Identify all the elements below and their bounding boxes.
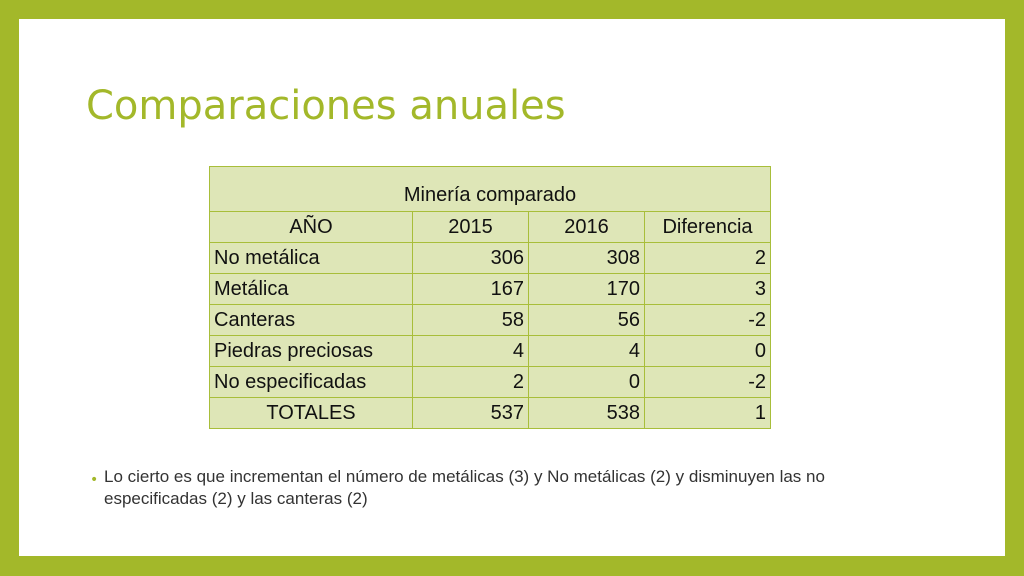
table-row: Canteras 58 56 -2 bbox=[209, 304, 771, 336]
row-label: Canteras bbox=[209, 304, 413, 336]
row-2016: 0 bbox=[528, 366, 645, 398]
header-year: AÑO bbox=[209, 211, 413, 243]
row-difference: -2 bbox=[644, 366, 771, 398]
totals-2016: 538 bbox=[528, 397, 645, 429]
row-2016: 308 bbox=[528, 242, 645, 274]
header-difference: Diferencia bbox=[644, 211, 771, 243]
table-caption-row: Minería comparado bbox=[209, 166, 771, 212]
row-label: No especificadas bbox=[209, 366, 413, 398]
totals-difference: 1 bbox=[644, 397, 771, 429]
totals-label: TOTALES bbox=[209, 397, 413, 429]
page-title: Comparaciones anuales bbox=[86, 83, 566, 129]
row-difference: 3 bbox=[644, 273, 771, 305]
row-label: Metálica bbox=[209, 273, 413, 305]
row-difference: -2 bbox=[644, 304, 771, 336]
table-header-row: AÑO 2015 2016 Diferencia bbox=[209, 211, 771, 243]
table-caption: Minería comparado bbox=[209, 166, 771, 212]
row-2015: 167 bbox=[412, 273, 529, 305]
table-row: No especificadas 2 0 -2 bbox=[209, 366, 771, 398]
row-label: Piedras preciosas bbox=[209, 335, 413, 367]
table-row: No metálica 306 308 2 bbox=[209, 242, 771, 274]
row-2016: 4 bbox=[528, 335, 645, 367]
row-2016: 170 bbox=[528, 273, 645, 305]
table-row: Piedras preciosas 4 4 0 bbox=[209, 335, 771, 367]
table-totals-row: TOTALES 537 538 1 bbox=[209, 397, 771, 429]
bullet-item: Lo cierto es que incrementan el número d… bbox=[86, 466, 876, 510]
row-2015: 2 bbox=[412, 366, 529, 398]
header-2015: 2015 bbox=[412, 211, 529, 243]
row-2016: 56 bbox=[528, 304, 645, 336]
row-difference: 2 bbox=[644, 242, 771, 274]
row-difference: 0 bbox=[644, 335, 771, 367]
row-2015: 4 bbox=[412, 335, 529, 367]
header-2016: 2016 bbox=[528, 211, 645, 243]
row-2015: 306 bbox=[412, 242, 529, 274]
table-row: Metálica 167 170 3 bbox=[209, 273, 771, 305]
totals-2015: 537 bbox=[412, 397, 529, 429]
row-label: No metálica bbox=[209, 242, 413, 274]
bullet-text: Lo cierto es que incrementan el número d… bbox=[104, 467, 825, 508]
row-2015: 58 bbox=[412, 304, 529, 336]
comparison-table: Minería comparado AÑO 2015 2016 Diferenc… bbox=[209, 166, 771, 429]
bullet-icon: • bbox=[90, 472, 99, 488]
